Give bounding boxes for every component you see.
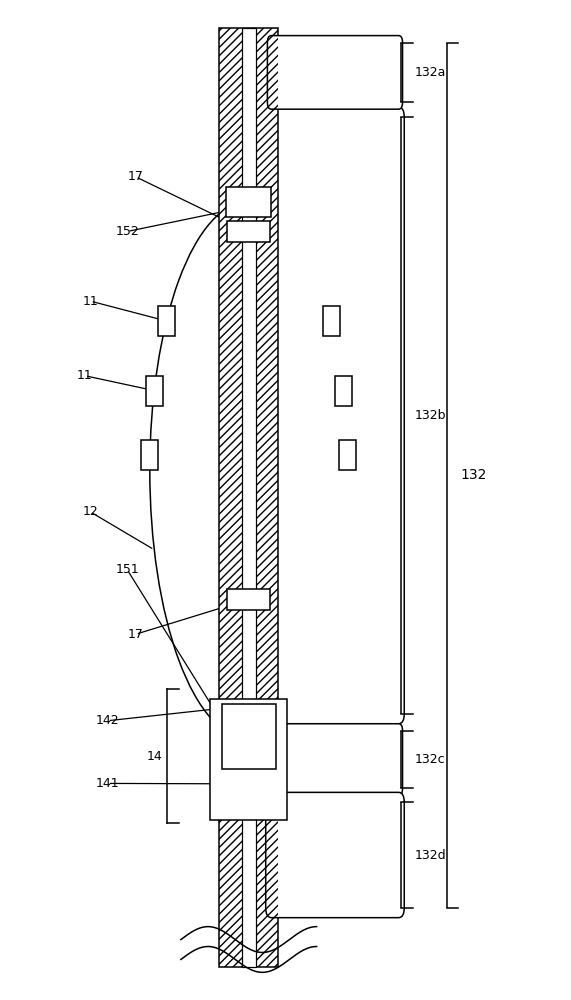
Text: 141: 141 (95, 777, 119, 790)
Bar (146, 376, 163, 406)
Bar (219, 28, 278, 967)
Text: 132d: 132d (415, 849, 447, 862)
Bar (335, 376, 352, 406)
Text: 152: 152 (115, 225, 139, 238)
Text: 132: 132 (460, 468, 486, 482)
Text: 151: 151 (115, 563, 139, 576)
Text: 12: 12 (83, 505, 98, 518)
Bar (219, 28, 278, 967)
Text: 132a: 132a (415, 66, 447, 79)
Bar (210, 699, 287, 820)
FancyBboxPatch shape (267, 724, 403, 795)
Bar (158, 306, 175, 336)
Ellipse shape (150, 202, 348, 739)
Bar (227, 589, 270, 610)
Bar (142, 440, 158, 470)
Bar (226, 714, 271, 744)
Text: 11: 11 (83, 295, 98, 308)
Text: 11: 11 (77, 369, 93, 382)
FancyBboxPatch shape (267, 36, 403, 109)
Text: 14: 14 (147, 750, 162, 763)
Bar (242, 28, 256, 967)
Text: 142: 142 (95, 714, 119, 727)
FancyBboxPatch shape (266, 107, 404, 724)
Bar (222, 704, 276, 768)
Text: 132b: 132b (415, 409, 447, 422)
Text: 132c: 132c (415, 753, 445, 766)
FancyBboxPatch shape (266, 792, 404, 918)
Text: 17: 17 (128, 628, 143, 641)
Bar (323, 306, 340, 336)
Bar (227, 221, 270, 242)
Text: 17: 17 (128, 170, 143, 183)
Bar (339, 440, 356, 470)
Bar (226, 187, 271, 217)
